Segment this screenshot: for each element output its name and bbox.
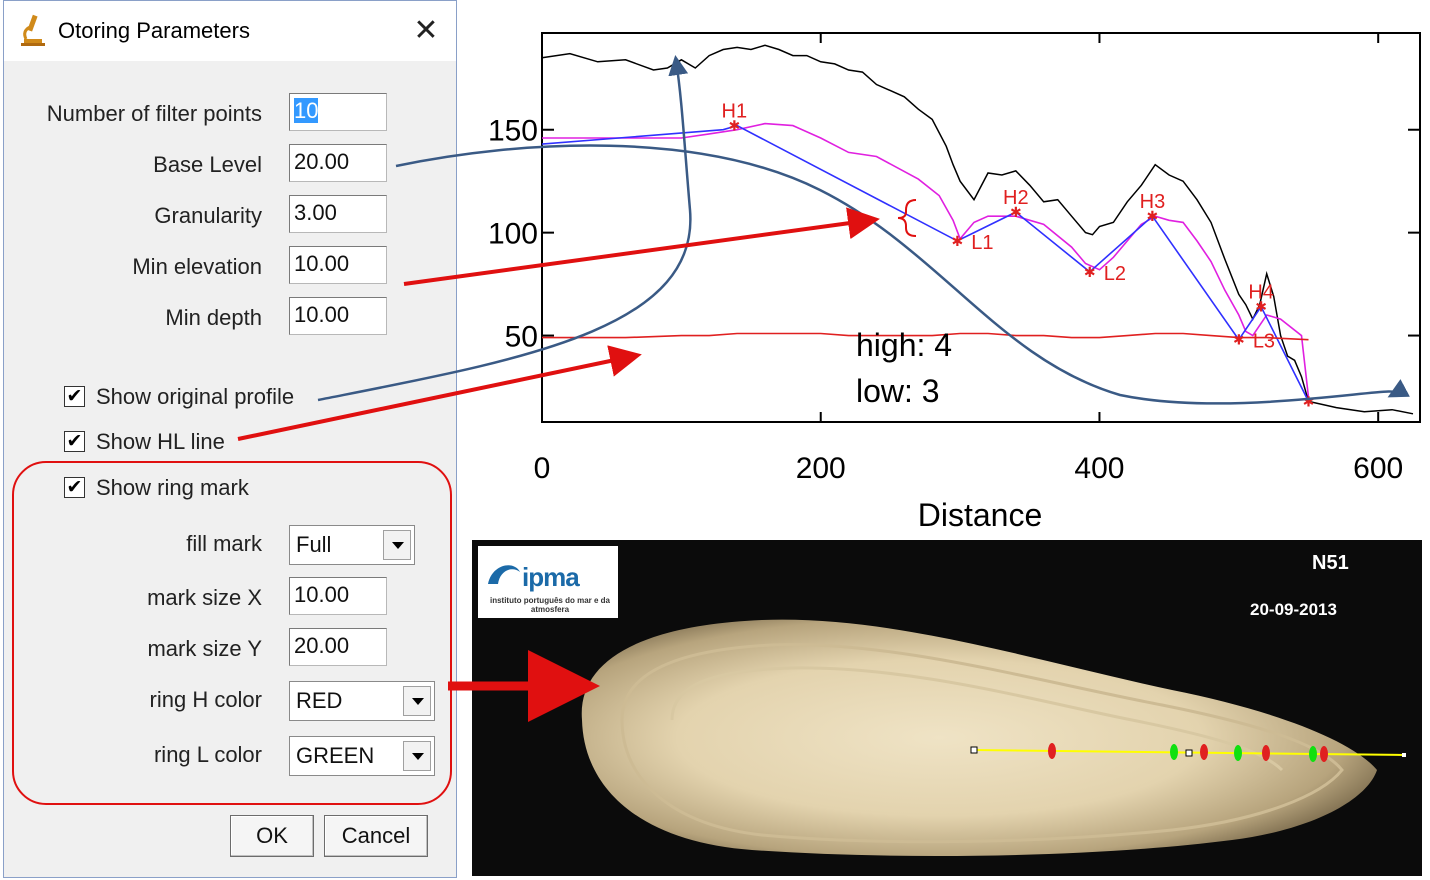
- ring-h-color-label: ring H color: [149, 687, 262, 712]
- dialog-title: Otoring Parameters: [58, 18, 250, 43]
- ok-button[interactable]: OK: [230, 815, 314, 857]
- ring-point-label: H4: [1248, 282, 1274, 304]
- annotation-high: high: 4: [856, 327, 952, 363]
- x-tick-label: 200: [796, 452, 846, 485]
- mark-size-y-label: mark size Y: [147, 636, 262, 661]
- ring-point-label: H2: [1003, 187, 1029, 209]
- show-original-profile-label: Show original profile: [96, 384, 295, 409]
- ring-point-marker: ✱: [1233, 332, 1245, 348]
- cancel-button[interactable]: Cancel: [324, 815, 428, 857]
- ring-point-label: L2: [1104, 263, 1126, 285]
- show-hl-line-checkbox[interactable]: ✔: [64, 431, 85, 452]
- otolith-shape: [581, 619, 1377, 856]
- close-button[interactable]: ✕: [413, 14, 439, 47]
- ring-l-color-label: ring L color: [153, 742, 262, 767]
- x-tick-label: 600: [1353, 452, 1403, 485]
- sample-id: N51: [1312, 552, 1349, 574]
- base-level-input[interactable]: 20.00: [289, 144, 387, 182]
- granularity-label: Granularity: [154, 203, 262, 228]
- min-depth-label: Min depth: [165, 305, 262, 330]
- chevron-down-icon[interactable]: [403, 741, 431, 771]
- microscope-icon: [21, 14, 45, 46]
- min-depth-input[interactable]: 10.00: [289, 297, 387, 335]
- y-tick-label: 100: [488, 218, 538, 251]
- ring-h-color-select[interactable]: RED: [289, 681, 435, 721]
- show-ring-mark-checkbox[interactable]: ✔: [64, 477, 85, 498]
- base-level-label: Base Level: [153, 152, 262, 177]
- mark-size-x-label: mark size X: [147, 585, 262, 610]
- granularity-input[interactable]: 3.00: [289, 195, 387, 233]
- plot-frame: [541, 32, 1421, 423]
- sample-date: 20-09-2013: [1250, 600, 1337, 619]
- ring-point-marker: ✱: [1084, 264, 1096, 280]
- show-original-profile-checkbox[interactable]: ✔: [64, 386, 85, 407]
- chevron-down-icon[interactable]: [403, 686, 431, 716]
- filter-points-label: Number of filter points: [46, 101, 262, 126]
- ring-marks: [970, 743, 1406, 762]
- ring-point-marker: ✱: [951, 233, 963, 249]
- ring-point-marker: ✱: [728, 118, 740, 134]
- x-axis-label: Distance: [918, 497, 1043, 533]
- mark-size-x-input[interactable]: 10.00: [289, 577, 387, 615]
- fill-mark-label: fill mark: [186, 531, 262, 556]
- x-tick-label: 0: [534, 452, 551, 485]
- mark-size-y-input[interactable]: 20.00: [289, 628, 387, 666]
- ring-l-color-select[interactable]: GREEN: [289, 736, 435, 776]
- title-bar: Otoring Parameters ✕: [4, 1, 456, 61]
- otoring-parameters-dialog: Otoring Parameters ✕ Number of filter po…: [3, 0, 457, 878]
- show-hl-line-label: Show HL line: [96, 429, 225, 454]
- ipma-logo: ipma instituto português do mar e da atm…: [478, 546, 618, 618]
- y-tick-label: 150: [488, 115, 538, 148]
- min-elevation-input[interactable]: 10.00: [289, 246, 387, 284]
- y-tick-label: 50: [505, 321, 538, 354]
- wave-icon: [488, 565, 520, 584]
- min-elevation-label: Min elevation: [132, 254, 262, 279]
- ring-point-label: L3: [1253, 331, 1275, 353]
- ring-point-label: H1: [722, 101, 748, 123]
- x-tick-label: 400: [1074, 452, 1124, 485]
- filter-points-input[interactable]: 10: [289, 93, 387, 131]
- chevron-down-icon[interactable]: [383, 530, 411, 560]
- show-ring-mark-label: Show ring mark: [96, 475, 249, 500]
- annotation-low: low: 3: [856, 373, 940, 409]
- ring-point-label: L1: [971, 232, 993, 254]
- ring-point-label: H3: [1140, 191, 1166, 213]
- ring-mark-group-highlight: [12, 461, 452, 805]
- fill-mark-select[interactable]: Full: [289, 525, 415, 565]
- otolith-image: ipma instituto português do mar e da atm…: [472, 540, 1422, 876]
- ring-point-marker: ✱: [1303, 393, 1315, 409]
